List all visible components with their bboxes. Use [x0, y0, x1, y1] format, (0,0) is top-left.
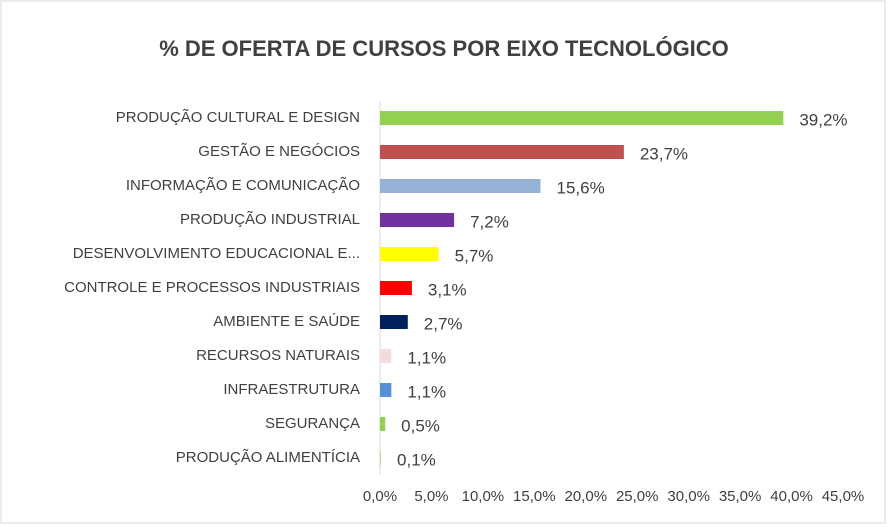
bar — [380, 247, 439, 261]
y-tick-label: AMBIENTE E SAÚDE — [213, 313, 360, 330]
bar — [380, 179, 541, 193]
bar — [380, 281, 412, 295]
y-tick-label: INFORMAÇÃO E COMUNICAÇÃO — [126, 177, 360, 194]
y-tick-label: GESTÃO E NEGÓCIOS — [198, 143, 360, 160]
bar — [380, 417, 386, 431]
x-tick-label: 10,0% — [462, 488, 505, 505]
x-tick-label: 20,0% — [565, 488, 608, 505]
x-tick-label: 15,0% — [513, 488, 556, 505]
x-tick-label: 30,0% — [667, 488, 710, 505]
data-label: 1,1% — [407, 348, 446, 367]
y-tick-label: CONTROLE E PROCESSOS INDUSTRIAIS — [64, 279, 360, 296]
y-tick-label: DESENVOLVIMENTO EDUCACIONAL E... — [73, 245, 360, 262]
data-label: 0,1% — [397, 450, 436, 469]
bar — [380, 451, 382, 465]
data-label: 5,7% — [455, 246, 494, 265]
x-tick-label: 40,0% — [770, 488, 813, 505]
bar — [380, 383, 392, 397]
bar — [380, 145, 624, 159]
y-tick-label: PRODUÇÃO INDUSTRIAL — [180, 211, 360, 228]
bar — [380, 315, 408, 329]
data-label: 3,1% — [428, 280, 467, 299]
x-tick-label: 45,0% — [822, 488, 865, 505]
data-label: 0,5% — [401, 416, 440, 435]
x-tick-label: 5,0% — [414, 488, 448, 505]
data-label: 23,7% — [640, 144, 688, 163]
chart-title: % DE OFERTA DE CURSOS POR EIXO TECNOLÓGI… — [159, 36, 729, 61]
data-label: 2,7% — [424, 314, 463, 333]
data-label: 39,2% — [799, 110, 847, 129]
data-label: 1,1% — [407, 382, 446, 401]
bar — [380, 111, 784, 125]
x-tick-label: 35,0% — [719, 488, 762, 505]
y-tick-label: PRODUÇÃO ALIMENTÍCIA — [176, 449, 360, 466]
y-tick-label: PRODUÇÃO CULTURAL E DESIGN — [116, 109, 360, 126]
data-label: 15,6% — [557, 178, 605, 197]
bar — [380, 213, 455, 227]
bar — [380, 349, 392, 363]
y-tick-label: INFRAESTRUTURA — [223, 381, 360, 398]
y-tick-label: RECURSOS NATURAIS — [196, 347, 360, 364]
data-label: 7,2% — [470, 212, 509, 231]
x-tick-label: 25,0% — [616, 488, 659, 505]
x-tick-label: 0,0% — [363, 488, 397, 505]
y-tick-label: SEGURANÇA — [265, 415, 360, 432]
